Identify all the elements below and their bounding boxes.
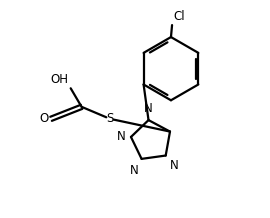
Text: Cl: Cl [173, 10, 185, 23]
Text: N: N [117, 129, 126, 143]
Text: S: S [106, 112, 114, 125]
Text: O: O [39, 112, 48, 125]
Text: N: N [130, 164, 139, 177]
Text: OH: OH [50, 73, 69, 86]
Text: N: N [143, 102, 152, 115]
Text: N: N [170, 160, 178, 172]
